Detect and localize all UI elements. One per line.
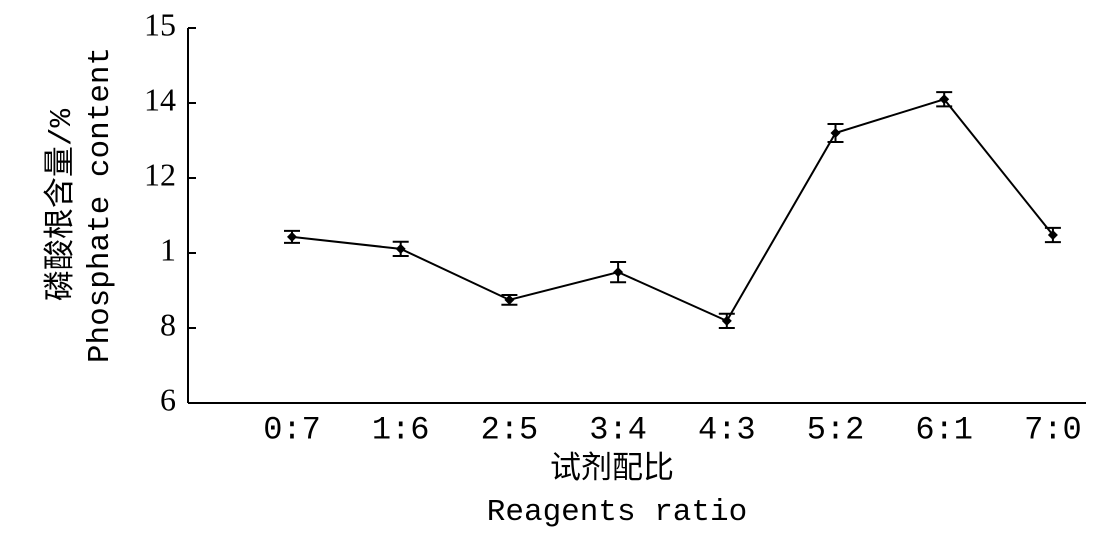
x-tick-label: 3:4 [589, 411, 647, 448]
marker [1047, 230, 1058, 240]
marker [287, 231, 297, 242]
marker [939, 94, 950, 105]
line [291, 98, 1054, 323]
y-tick-label: 12 [144, 156, 176, 192]
y-tick-label: 8 [160, 306, 176, 342]
y-tick-label: 15 [144, 6, 176, 42]
x-tick-label: 6:1 [915, 411, 973, 448]
y-axis-label: 磷酸根含量/% [43, 109, 80, 302]
y-axis-label: Phosphate content [83, 47, 118, 363]
marker [395, 243, 406, 254]
x-tick-label: 2:5 [481, 411, 539, 448]
x-axis-label: 试剂配比 [550, 451, 674, 488]
x-axis-label: Reagents ratio [487, 495, 747, 530]
x-tick-label: 4:3 [698, 411, 756, 448]
y-tick-label: 6 [160, 381, 176, 417]
x-tick-label: 1:6 [372, 411, 430, 448]
marker [830, 128, 841, 138]
x-tick-label: 5:2 [807, 411, 865, 448]
marker [721, 315, 732, 326]
y-tick-label: 1 [160, 231, 176, 267]
marker [504, 294, 515, 305]
marker [613, 267, 624, 278]
x-tick-label: 0:7 [263, 411, 321, 448]
x-tick-label: 7:0 [1024, 411, 1082, 448]
y-tick-label: 14 [144, 81, 176, 117]
